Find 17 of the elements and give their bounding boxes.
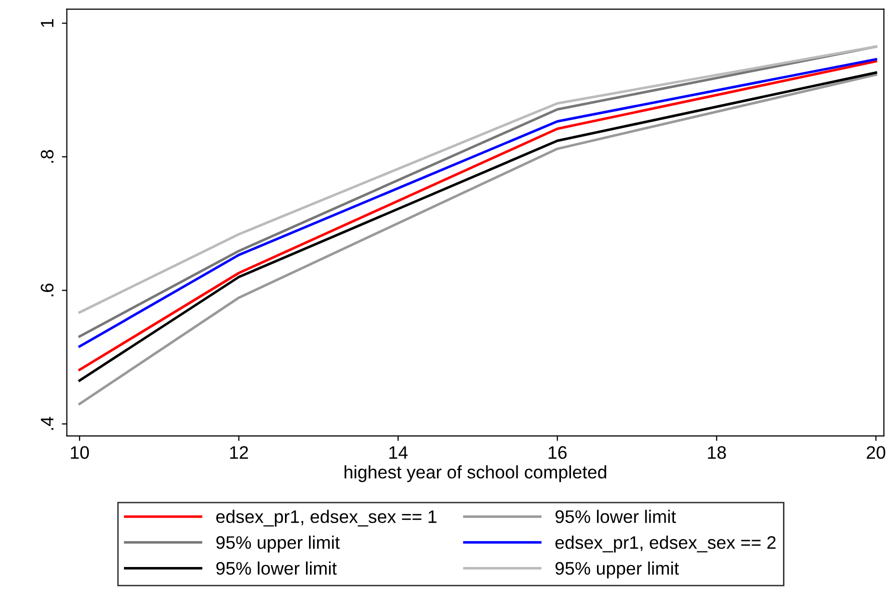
legend-label: edsex_pr1, edsex_sex == 2 <box>555 536 776 552</box>
legend-label: 95% upper limit <box>556 562 679 578</box>
x-tick-label: 18 <box>708 446 726 459</box>
x-tick-label: 14 <box>389 446 408 459</box>
x-tick-label: 16 <box>548 446 567 459</box>
x-tick-label: 10 <box>70 446 89 459</box>
legend-label: 95% lower limit <box>216 562 337 575</box>
legend-label: edsex_pr1, edsex_sex == 1 <box>216 510 436 527</box>
x-axis-title: highest year of school completed <box>344 465 606 482</box>
y-tick-label: .6 <box>40 284 54 296</box>
x-tick-label: 20 <box>866 446 886 459</box>
legend-label: 95% upper limit <box>216 536 340 552</box>
y-tick-label: .4 <box>40 416 54 430</box>
y-tick-label: .8 <box>40 150 54 163</box>
legend-label: 95% lower limit <box>556 510 676 524</box>
y-tick-label: 1 <box>40 19 54 27</box>
x-tick-label: 12 <box>230 446 248 459</box>
